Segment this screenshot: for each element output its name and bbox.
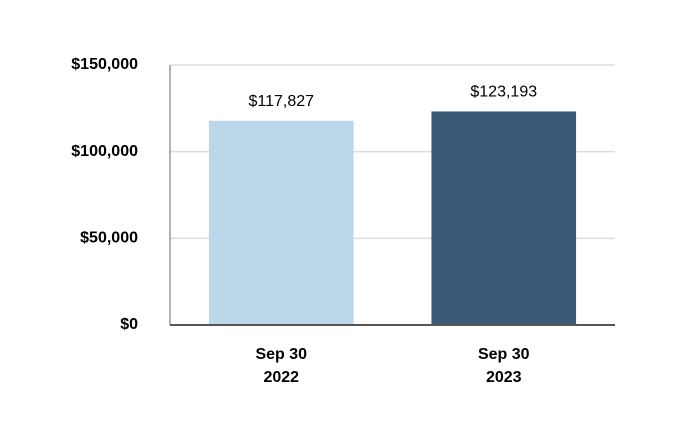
y-tick-label: $100,000 bbox=[71, 143, 138, 160]
bar bbox=[431, 111, 577, 325]
y-tick-label: $150,000 bbox=[71, 56, 138, 73]
x-tick-label: Sep 30 2022 bbox=[255, 346, 308, 386]
bar bbox=[208, 120, 354, 325]
value-label: $117,827 bbox=[248, 93, 314, 110]
value-label: $123,193 bbox=[470, 84, 537, 101]
x-tick-label: Sep 30 2023 bbox=[477, 346, 530, 386]
y-tick-label: $50,000 bbox=[80, 230, 138, 247]
y-tick-label: $0 bbox=[120, 316, 138, 333]
